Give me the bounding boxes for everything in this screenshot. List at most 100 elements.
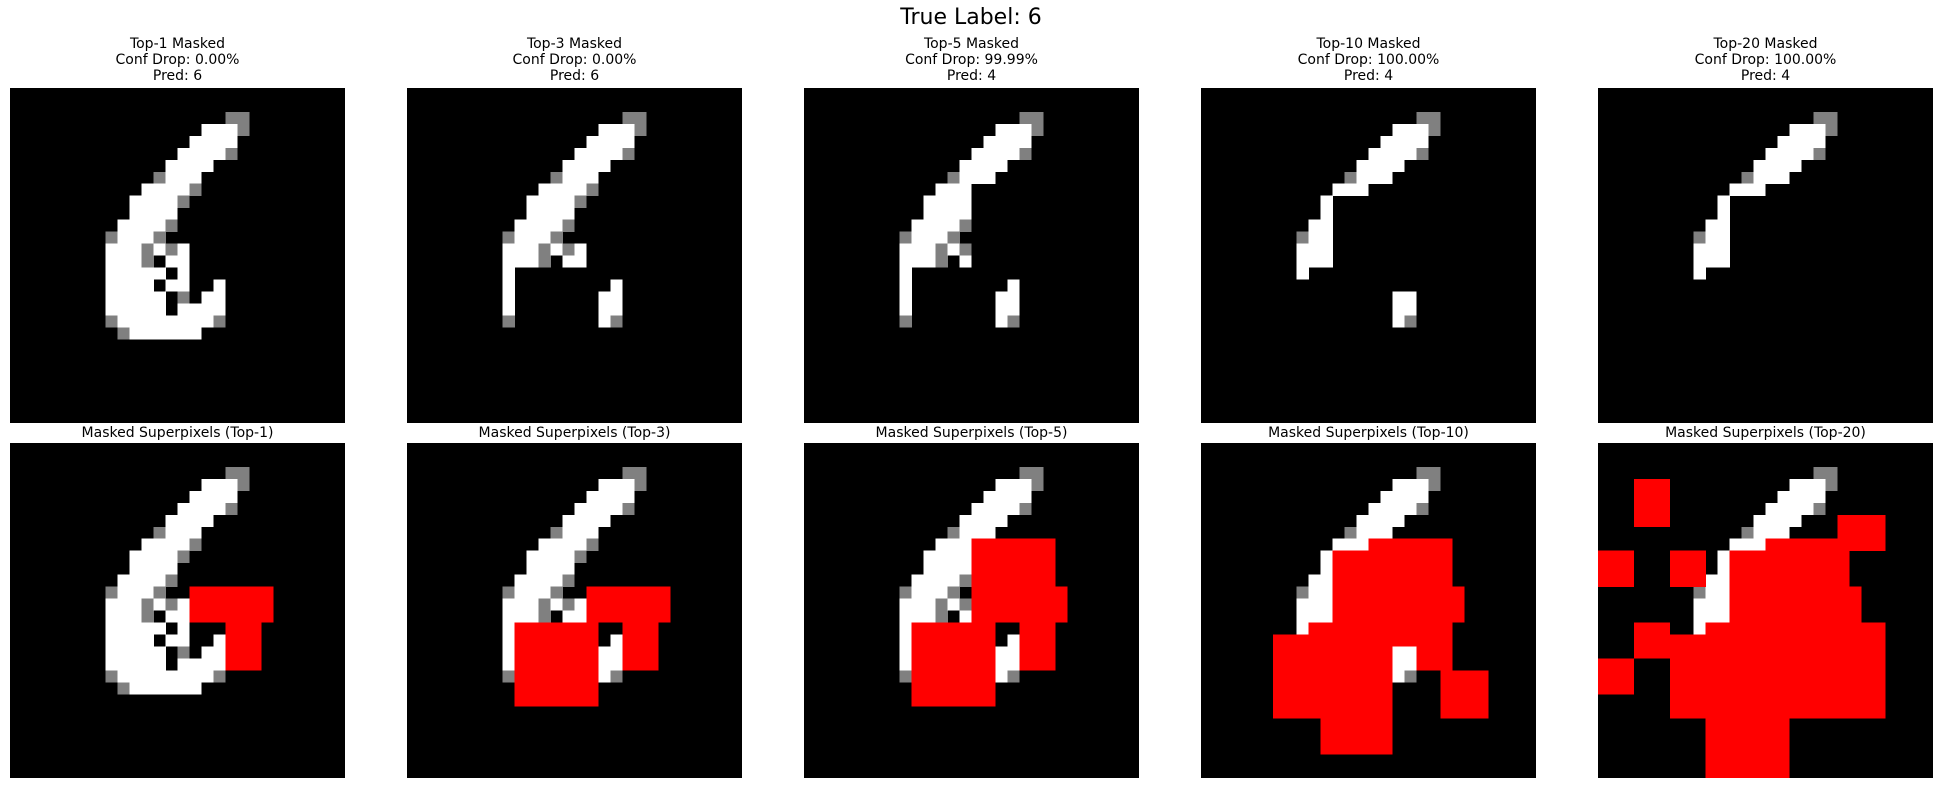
mask-pixel: [1693, 694, 1706, 707]
pixel: [947, 526, 960, 539]
pixel: [1019, 478, 1032, 492]
mask-pixel: [586, 670, 599, 683]
mask-pixel: [550, 646, 563, 659]
pixel: [1765, 514, 1778, 527]
mask-pixel: [249, 658, 262, 671]
mask-pixel: [1380, 646, 1393, 659]
pixel: [899, 315, 912, 328]
title-line: Pred: 4: [946, 68, 997, 84]
mask-pixel: [947, 670, 960, 683]
mask-pixel: [1777, 574, 1790, 587]
pixel: [225, 123, 238, 137]
mask-pixel: [1464, 694, 1477, 707]
pixel: [502, 303, 515, 316]
pixel: [129, 255, 142, 268]
pixel: [1007, 670, 1020, 683]
pixel: [935, 207, 948, 220]
title-line: Conf Drop: 0.00%: [115, 52, 240, 68]
mask-pixel: [1669, 574, 1682, 587]
pixel: [213, 135, 226, 149]
pixel: [1717, 610, 1730, 623]
pixel: [201, 303, 214, 316]
mask-pixel: [1693, 562, 1706, 575]
mask-pixel: [1705, 658, 1718, 671]
pixel: [141, 550, 154, 563]
pixel: [165, 598, 178, 611]
mask-pixel: [1825, 646, 1838, 659]
pixel: [177, 646, 190, 659]
mask-pixel: [237, 658, 250, 671]
mask-pixel: [1332, 694, 1345, 707]
pixel: [117, 586, 130, 599]
pixel: [502, 658, 515, 671]
pixel: [1320, 219, 1333, 232]
pixel: [598, 147, 611, 161]
mask-pixel: [1753, 670, 1766, 683]
mask-pixel: [1007, 598, 1020, 611]
pixel: [1765, 171, 1778, 184]
pixel: [117, 219, 130, 232]
pixel: [1031, 466, 1044, 480]
pixel: [213, 123, 226, 137]
pixel: [526, 574, 539, 587]
pixel: [1308, 598, 1321, 611]
mask-pixel: [1392, 598, 1405, 611]
mask-pixel: [1681, 550, 1694, 563]
pixel: [610, 478, 623, 492]
pixel: [177, 550, 190, 563]
pixel: [610, 658, 623, 671]
mask-pixel: [1753, 658, 1766, 671]
mask-pixel: [1849, 670, 1862, 683]
mask-pixel: [1284, 670, 1297, 683]
mask-pixel: [1440, 574, 1453, 587]
mask-pixel: [1320, 742, 1333, 755]
pixel: [610, 646, 623, 659]
mask-pixel: [1705, 694, 1718, 707]
pixel: [971, 502, 984, 516]
mask-pixel: [550, 682, 563, 695]
mask-pixel: [514, 670, 527, 683]
pixel: [177, 658, 190, 671]
mask-pixel: [983, 538, 996, 551]
mask-pixel: [225, 658, 238, 671]
mask-pixel: [1380, 550, 1393, 563]
pixel: [1356, 171, 1369, 184]
pixel: [165, 682, 178, 695]
pixel: [562, 255, 575, 268]
mask-pixel: [1416, 646, 1429, 659]
mask-pixel: [1428, 586, 1441, 599]
pixel: [1789, 123, 1802, 137]
mask-pixel: [995, 562, 1008, 575]
mask-pixel: [1825, 574, 1838, 587]
pixel: [141, 586, 154, 599]
mask-pixel: [1440, 586, 1453, 599]
pixel: [1320, 574, 1333, 587]
mask-pixel: [1392, 538, 1405, 551]
pixel: [1789, 478, 1802, 492]
mask-pixel: [646, 622, 659, 635]
pixel: [141, 219, 154, 232]
mask-pixel: [526, 658, 539, 671]
mask-pixel: [1392, 574, 1405, 587]
mask-pixel: [1825, 694, 1838, 707]
pixel: [959, 171, 972, 184]
pixel: [165, 670, 178, 683]
mask-pixel: [1272, 658, 1285, 671]
pixel: [1705, 219, 1718, 232]
mask-pixel: [1416, 598, 1429, 611]
mask-pixel: [1356, 634, 1369, 647]
pixel: [1356, 514, 1369, 527]
mask-pixel: [225, 622, 238, 635]
mask-pixel: [1320, 634, 1333, 647]
pixel: [947, 195, 960, 208]
pixel: [1717, 231, 1730, 244]
mask-pixel: [971, 538, 984, 551]
pixel: [598, 303, 611, 316]
mask-pixel: [1392, 610, 1405, 623]
superpixel-overlay-top-1: [10, 443, 345, 778]
pixel: [911, 574, 924, 587]
masked-image-top-5: [804, 88, 1139, 423]
mask-pixel: [1801, 694, 1814, 707]
pixel: [129, 231, 142, 244]
pixel: [935, 610, 948, 623]
